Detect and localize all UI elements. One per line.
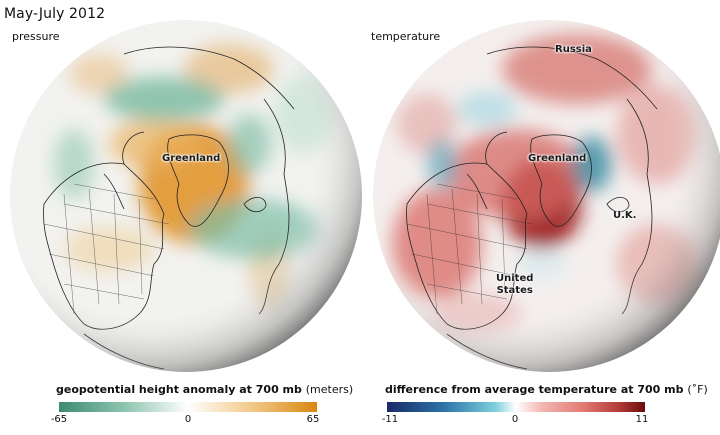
pressure-colorbar (59, 402, 317, 412)
page-title: May-July 2012 (4, 6, 106, 22)
pressure-panel-label: pressure (12, 30, 60, 43)
greenland-label-temperature: Greenland (528, 153, 587, 164)
pressure-legend-unit: (meters) (305, 383, 354, 396)
pressure-tick-zero: 0 (184, 414, 192, 425)
pressure-globe-map (4, 14, 368, 378)
temperature-colorbar (387, 402, 645, 412)
greenland-label-pressure: Greenland (162, 153, 221, 164)
temperature-legend-title-text: difference from average temperature at 7… (385, 383, 684, 396)
us-label-line2: States (496, 285, 533, 296)
pressure-legend-title: geopotential height anomaly at 700 mb (m… (56, 383, 353, 396)
pressure-tick-max: 65 (306, 414, 320, 425)
temperature-tick-zero: 0 (511, 414, 519, 425)
temperature-globe-map (367, 14, 720, 378)
temperature-tick-max: 11 (635, 414, 649, 425)
temperature-tick-min: -11 (381, 414, 399, 425)
temperature-panel-label: temperature (371, 30, 441, 43)
united-states-label: United States (496, 273, 533, 297)
us-label-line1: United (496, 273, 534, 284)
temperature-legend-title: difference from average temperature at 7… (385, 383, 708, 396)
uk-label: U.K. (613, 210, 637, 221)
pressure-legend-title-text: geopotential height anomaly at 700 mb (56, 383, 302, 396)
temperature-legend-unit: (˚F) (687, 383, 708, 396)
pressure-tick-min: -65 (50, 414, 68, 425)
russia-label: Russia (555, 44, 592, 55)
